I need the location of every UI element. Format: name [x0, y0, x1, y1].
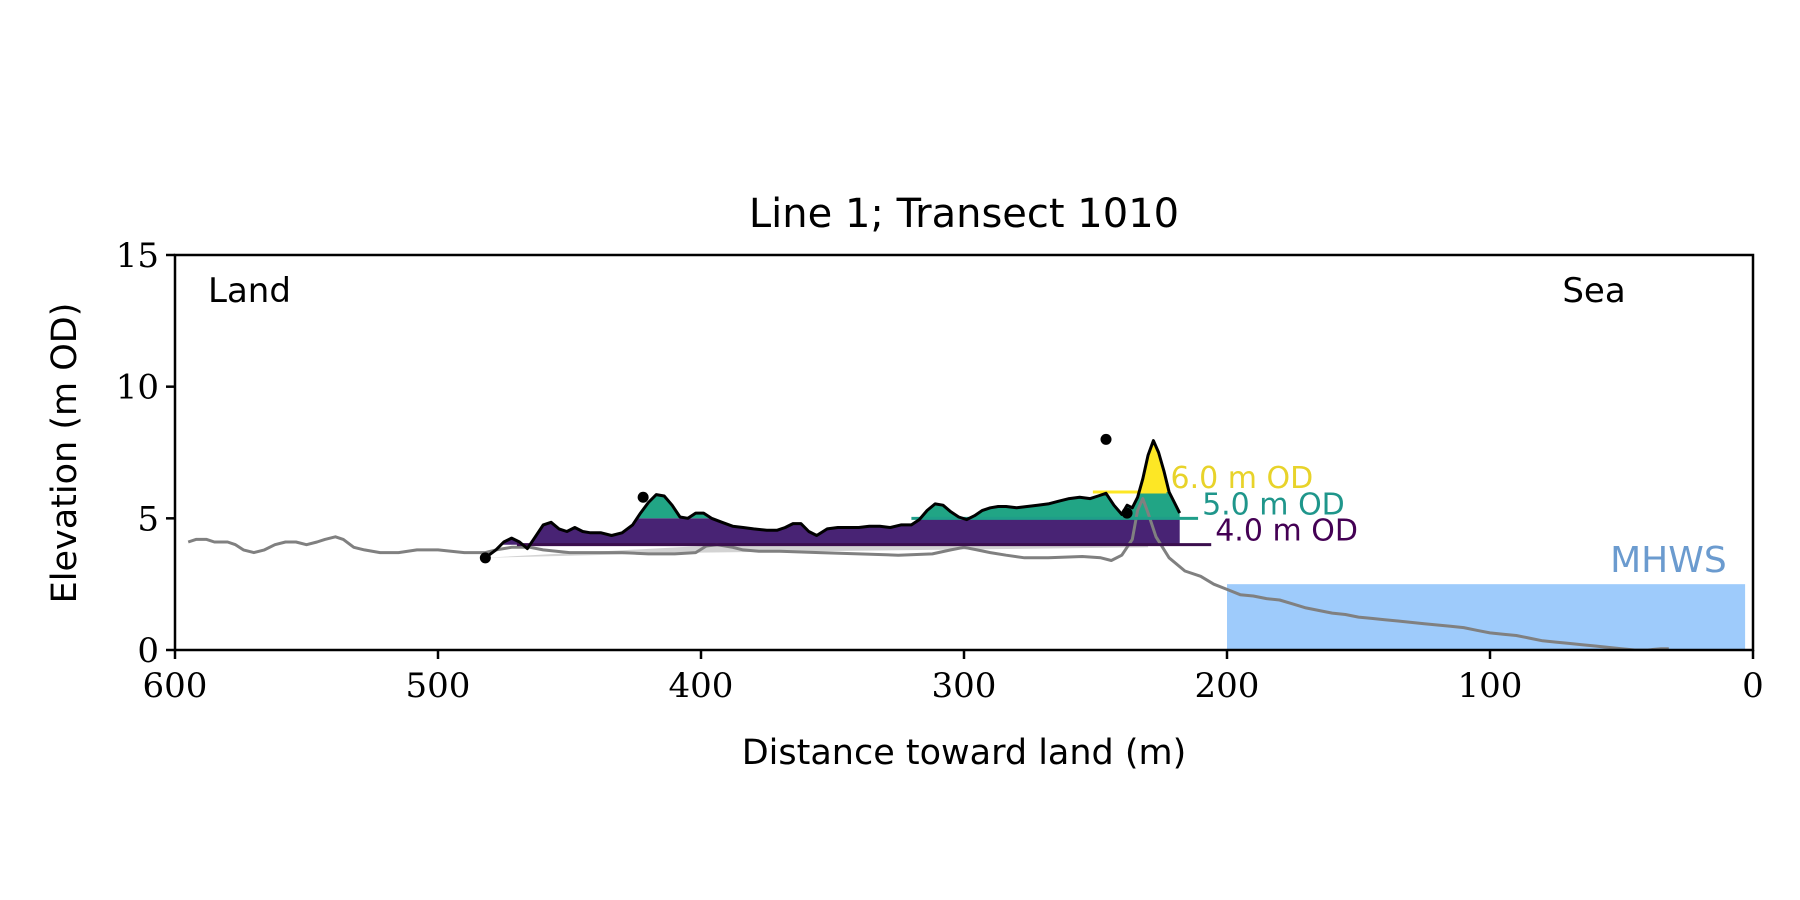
profile-full-line — [187, 497, 1669, 650]
x-tick-label: 0 — [1742, 666, 1764, 706]
fill-band-5-6m — [485, 492, 1180, 519]
dune-marker-0 — [479, 552, 491, 564]
chart-title: Line 1; Transect 1010 — [749, 191, 1179, 237]
y-axis: 0 5 10 15 — [116, 236, 175, 671]
mhws-label: MHWS — [1610, 540, 1727, 581]
y-tick-label: 10 — [116, 368, 159, 408]
dune-marker-2 — [1100, 433, 1112, 445]
x-axis-label: Distance toward land (m) — [742, 733, 1187, 773]
fill-above-6m — [485, 441, 1180, 492]
x-tick-label: 400 — [669, 666, 734, 706]
corner-label-sea: Sea — [1562, 271, 1625, 311]
dune-marker-3 — [1121, 507, 1133, 519]
fill-band-4-5m — [485, 518, 1180, 545]
x-tick-label: 600 — [143, 666, 208, 706]
x-tick-label: 100 — [1458, 666, 1523, 706]
plot-area — [187, 433, 1746, 650]
mhws-water — [1227, 584, 1746, 650]
dune-marker-1 — [637, 491, 649, 503]
y-tick-label: 0 — [137, 631, 159, 671]
y-axis-label: Elevation (m OD) — [45, 303, 85, 604]
x-tick-label: 300 — [932, 666, 997, 706]
overlay: 6.0 m OD5.0 m OD4.0 m OD MHWS — [1171, 461, 1727, 581]
fill-below-4m — [485, 544, 1149, 558]
threshold-label-0: 6.0 m OD — [1171, 461, 1314, 496]
y-tick-label: 15 — [116, 236, 159, 276]
dune-profile-line — [484, 439, 1182, 560]
threshold-label-2: 4.0 m OD — [1215, 514, 1358, 549]
x-axis: 600 500 400 300 200 100 0 — [143, 650, 1764, 706]
x-tick-label: 500 — [406, 666, 471, 706]
threshold-label-1: 5.0 m OD — [1202, 487, 1345, 522]
y-tick-label: 5 — [137, 499, 159, 539]
corner-label-land: Land — [208, 271, 291, 311]
x-tick-label: 200 — [1195, 666, 1260, 706]
